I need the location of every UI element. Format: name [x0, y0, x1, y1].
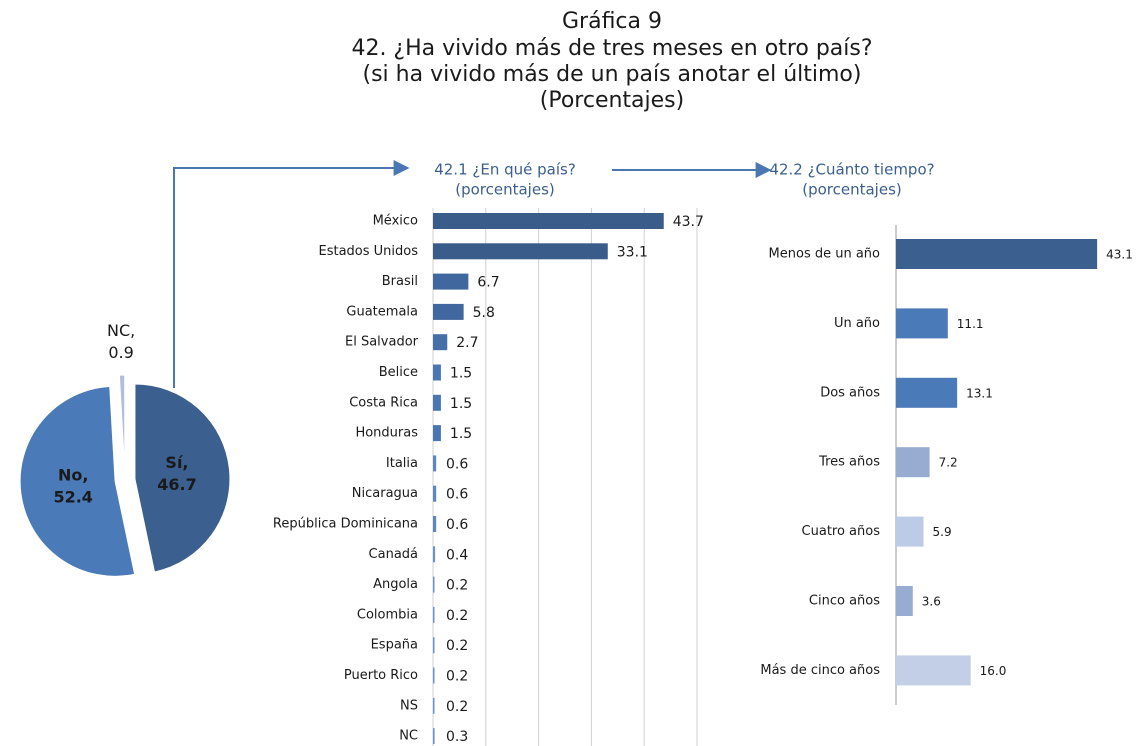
value-label: 1.5	[450, 366, 472, 382]
value-label: 3.6	[922, 595, 941, 609]
pie-label-category: NC,	[107, 321, 135, 340]
subtitle: 42.2 ¿Cuánto tiempo?	[769, 161, 934, 179]
bar	[433, 576, 435, 593]
bar	[433, 697, 435, 714]
value-label: 43.1	[1106, 248, 1133, 262]
bar	[433, 334, 448, 351]
subtitle: 42.1 ¿En qué país?	[434, 161, 576, 179]
category-label: México	[373, 214, 418, 229]
pie-label-category: Sí,	[165, 453, 188, 472]
category-label: Brasil	[382, 274, 418, 289]
category-label: Estados Unidos	[318, 244, 418, 259]
subtitle: (porcentajes)	[455, 181, 555, 199]
category-label: Canadá	[369, 547, 418, 562]
category-label: Costa Rica	[349, 395, 418, 410]
category-label: NC	[399, 729, 418, 744]
value-label: 0.6	[446, 456, 468, 472]
category-label: Honduras	[355, 426, 418, 441]
bar	[433, 606, 435, 623]
pie-label-value: 46.7	[157, 475, 196, 494]
bar	[433, 546, 436, 563]
bar	[433, 485, 437, 502]
category-label: Guatemala	[346, 304, 418, 319]
category-label: Un año	[834, 316, 880, 331]
category-label: Más de cinco años	[760, 663, 880, 678]
category-label: Angola	[373, 577, 418, 592]
title-line: 42. ¿Ha vivido más de tres meses en otro…	[351, 36, 872, 61]
category-label: NS	[400, 698, 418, 713]
bar	[433, 213, 664, 229]
pie-slice	[118, 374, 126, 471]
subtitle: (porcentajes)	[802, 181, 902, 199]
category-label: Puerto Rico	[344, 668, 418, 683]
pie-slice	[134, 383, 231, 573]
category-label: Nicaragua	[352, 486, 418, 501]
value-label: 0.2	[446, 638, 468, 654]
bar	[896, 516, 924, 547]
bar	[433, 516, 437, 532]
bar	[896, 239, 1098, 269]
bar	[896, 447, 930, 478]
value-label: 0.2	[446, 578, 468, 594]
pie-label-value: 52.4	[53, 487, 92, 506]
value-label: 1.5	[450, 396, 472, 412]
bar	[896, 655, 971, 686]
category-label: Italia	[386, 456, 418, 471]
bar	[433, 394, 441, 411]
title-line: (si ha vivido más de un país anotar el ú…	[363, 62, 862, 87]
category-label: El Salvador	[345, 335, 419, 350]
category-label: Belice	[379, 365, 418, 380]
value-label: 0.2	[446, 699, 468, 715]
pie-label-value: 0.9	[108, 343, 133, 362]
category-label: Cuatro años	[802, 524, 881, 539]
value-label: 16.0	[980, 664, 1007, 678]
value-label: 0.2	[446, 669, 468, 685]
value-label: 5.8	[473, 305, 495, 321]
bar	[433, 637, 435, 654]
bar	[433, 364, 441, 381]
value-label: 13.1	[966, 386, 993, 400]
value-label: 5.9	[933, 525, 952, 539]
arrow	[173, 160, 410, 388]
bar	[896, 586, 913, 616]
category-label: Cinco años	[809, 594, 880, 609]
bar	[433, 303, 464, 320]
value-label: 33.1	[617, 244, 648, 260]
category-label: Colombia	[357, 607, 418, 622]
bar	[433, 728, 435, 745]
pie-label-category: No,	[58, 465, 88, 484]
bar	[433, 425, 441, 442]
bar	[896, 377, 958, 408]
value-label: 7.2	[939, 456, 958, 470]
category-label: España	[371, 638, 418, 653]
category-label: Tres años	[818, 455, 880, 470]
value-label: 0.2	[446, 608, 468, 624]
pie-slice	[19, 385, 136, 577]
bar	[433, 455, 437, 472]
value-label: 0.3	[446, 729, 468, 745]
category-label: Dos años	[820, 385, 880, 400]
value-label: 0.6	[446, 487, 468, 503]
value-label: 0.4	[446, 547, 468, 563]
bar	[433, 667, 435, 684]
value-label: 2.7	[456, 335, 478, 351]
category-label: Menos de un año	[769, 247, 881, 262]
value-label: 0.6	[446, 517, 468, 533]
value-label: 11.1	[957, 317, 984, 331]
bar	[433, 273, 469, 290]
value-label: 6.7	[477, 275, 499, 291]
title-line: (Porcentajes)	[540, 88, 684, 113]
value-label: 1.5	[450, 426, 472, 442]
bar	[896, 308, 948, 339]
category-label: República Dominicana	[273, 517, 418, 532]
title-line: Gráfica 9	[562, 9, 662, 34]
bar	[433, 243, 608, 260]
value-label: 43.7	[673, 214, 704, 230]
